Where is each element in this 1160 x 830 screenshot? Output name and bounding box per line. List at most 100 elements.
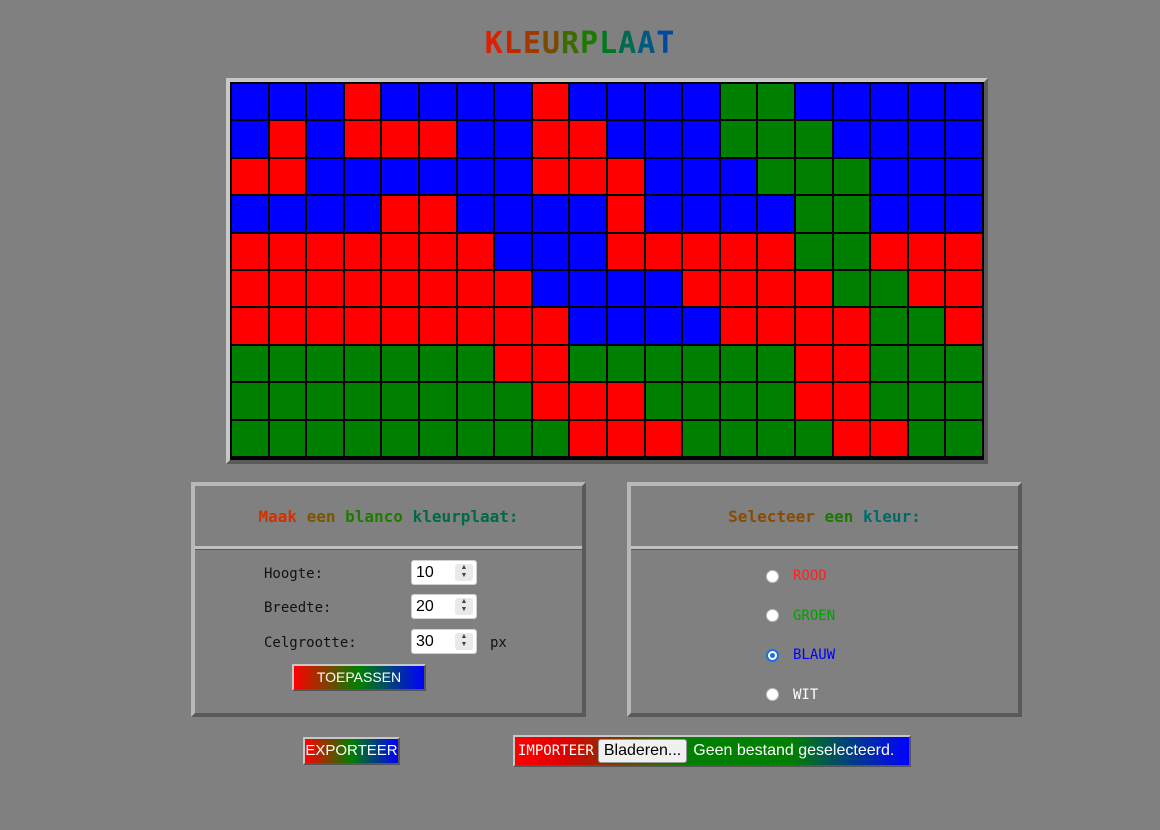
grid-cell[interactable]	[494, 83, 532, 121]
grid-cell[interactable]	[794, 232, 833, 270]
grid-cell[interactable]	[644, 195, 683, 233]
grid-cell[interactable]	[644, 344, 683, 383]
grid-cell[interactable]	[381, 344, 419, 383]
grid-cell[interactable]	[945, 269, 983, 308]
grid-cell[interactable]	[870, 83, 908, 121]
grid-cell[interactable]	[381, 83, 419, 121]
grid-cell[interactable]	[606, 195, 645, 233]
grid-cell[interactable]	[343, 419, 382, 457]
grid-cell[interactable]	[606, 232, 645, 270]
grid-cell[interactable]	[644, 232, 683, 270]
radio-button[interactable]	[766, 609, 779, 622]
grid-cell[interactable]	[870, 269, 908, 308]
grid-cell[interactable]	[231, 83, 269, 121]
grid-cell[interactable]	[306, 83, 344, 121]
grid-cell[interactable]	[682, 195, 720, 233]
grid-cell[interactable]	[381, 419, 419, 457]
grid-cell[interactable]	[870, 120, 908, 158]
grid-cell[interactable]	[343, 195, 382, 233]
grid-cell[interactable]	[682, 382, 720, 420]
grid-cell[interactable]	[231, 269, 269, 308]
grid-cell[interactable]	[606, 269, 645, 308]
grid-cell[interactable]	[907, 157, 946, 196]
grid-cell[interactable]	[531, 382, 570, 420]
grid-cell[interactable]	[531, 232, 570, 270]
grid-cell[interactable]	[569, 120, 607, 158]
grid-cell[interactable]	[569, 269, 607, 308]
grid-cell[interactable]	[456, 307, 495, 345]
grid-cell[interactable]	[644, 157, 683, 196]
grid-cell[interactable]	[418, 344, 457, 383]
grid-cell[interactable]	[531, 419, 570, 457]
grid-cell[interactable]	[381, 120, 419, 158]
grid-cell[interactable]	[306, 157, 344, 196]
grid-cell[interactable]	[945, 419, 983, 457]
grid-cell[interactable]	[757, 157, 795, 196]
grid-cell[interactable]	[343, 382, 382, 420]
grid-cell[interactable]	[870, 344, 908, 383]
grid-cell[interactable]	[494, 195, 532, 233]
grid-cell[interactable]	[644, 83, 683, 121]
grid-cell[interactable]	[644, 382, 683, 420]
grid-cell[interactable]	[832, 120, 871, 158]
grid-cell[interactable]	[757, 232, 795, 270]
grid-cell[interactable]	[456, 382, 495, 420]
grid-cell[interactable]	[268, 419, 307, 457]
grid-cell[interactable]	[569, 307, 607, 345]
grid-cell[interactable]	[531, 307, 570, 345]
grid-cell[interactable]	[531, 195, 570, 233]
grid-cell[interactable]	[456, 195, 495, 233]
grid-cell[interactable]	[268, 120, 307, 158]
grid-cell[interactable]	[682, 419, 720, 457]
color-option-wit[interactable]: WIT	[766, 685, 818, 705]
grid-cell[interactable]	[945, 344, 983, 383]
grid-cell[interactable]	[907, 344, 946, 383]
grid-cell[interactable]	[907, 269, 946, 308]
grid-cell[interactable]	[456, 344, 495, 383]
grid-cell[interactable]	[343, 83, 382, 121]
grid-cell[interactable]	[794, 120, 833, 158]
grid-cell[interactable]	[343, 344, 382, 383]
grid-cell[interactable]	[832, 269, 871, 308]
grid-cell[interactable]	[832, 157, 871, 196]
grid-cell[interactable]	[832, 382, 871, 420]
grid-cell[interactable]	[719, 344, 758, 383]
grid-cell[interactable]	[832, 419, 871, 457]
grid-cell[interactable]	[794, 157, 833, 196]
grid-cell[interactable]	[306, 307, 344, 345]
grid-cell[interactable]	[644, 419, 683, 457]
grid-cell[interactable]	[531, 269, 570, 308]
grid-cell[interactable]	[569, 157, 607, 196]
grid-cell[interactable]	[606, 120, 645, 158]
grid-cell[interactable]	[306, 232, 344, 270]
grid-cell[interactable]	[870, 195, 908, 233]
width-input[interactable]: 20 ▲ ▼	[411, 594, 477, 619]
grid-cell[interactable]	[682, 120, 720, 158]
cellsize-stepper-icon[interactable]: ▲ ▼	[455, 633, 473, 650]
grid-cell[interactable]	[569, 83, 607, 121]
grid-cell[interactable]	[907, 83, 946, 121]
grid-cell[interactable]	[832, 232, 871, 270]
grid-cell[interactable]	[719, 419, 758, 457]
grid-cell[interactable]	[418, 157, 457, 196]
grid-cell[interactable]	[945, 307, 983, 345]
color-option-blauw[interactable]: BLAUW	[766, 645, 835, 665]
grid-cell[interactable]	[870, 157, 908, 196]
grid-cell[interactable]	[945, 382, 983, 420]
grid-cell[interactable]	[757, 120, 795, 158]
coloring-grid[interactable]	[231, 83, 983, 457]
grid-cell[interactable]	[569, 419, 607, 457]
grid-cell[interactable]	[606, 344, 645, 383]
grid-cell[interactable]	[794, 344, 833, 383]
grid-cell[interactable]	[531, 120, 570, 158]
grid-cell[interactable]	[268, 382, 307, 420]
grid-cell[interactable]	[794, 195, 833, 233]
grid-cell[interactable]	[494, 307, 532, 345]
grid-cell[interactable]	[907, 419, 946, 457]
grid-cell[interactable]	[456, 83, 495, 121]
grid-cell[interactable]	[644, 269, 683, 308]
cellsize-input[interactable]: 30 ▲ ▼	[411, 629, 477, 654]
grid-cell[interactable]	[531, 157, 570, 196]
grid-cell[interactable]	[231, 307, 269, 345]
grid-cell[interactable]	[531, 344, 570, 383]
